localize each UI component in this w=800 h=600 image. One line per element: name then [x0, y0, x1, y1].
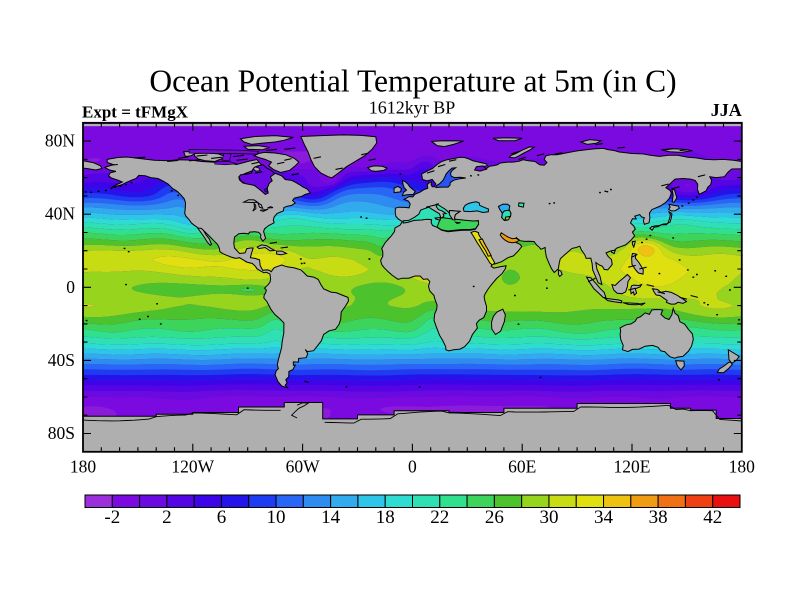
svg-text:34: 34: [594, 507, 614, 528]
svg-text:6: 6: [217, 507, 227, 528]
svg-text:14: 14: [321, 507, 341, 528]
svg-text:-2: -2: [104, 507, 120, 528]
svg-text:Ocean Potential Temperature at: Ocean Potential Temperature at 5m (in C): [149, 64, 676, 99]
svg-text:60W: 60W: [286, 456, 321, 476]
svg-text:120E: 120E: [614, 456, 651, 476]
svg-text:120W: 120W: [171, 456, 214, 476]
svg-text:30: 30: [540, 507, 559, 528]
svg-text:38: 38: [649, 507, 668, 528]
svg-text:60E: 60E: [508, 456, 536, 476]
svg-text:2: 2: [162, 507, 172, 528]
svg-text:18: 18: [376, 507, 395, 528]
svg-text:JJA: JJA: [711, 100, 742, 120]
svg-text:40N: 40N: [45, 204, 76, 224]
svg-text:Expt = tFMgX: Expt = tFMgX: [82, 103, 189, 122]
svg-text:40S: 40S: [48, 350, 75, 370]
svg-text:22: 22: [430, 507, 449, 528]
svg-text:80N: 80N: [45, 131, 76, 151]
svg-text:0: 0: [66, 277, 75, 297]
svg-text:42: 42: [703, 507, 722, 528]
svg-text:0: 0: [408, 456, 417, 476]
svg-text:1612kyr BP: 1612kyr BP: [369, 98, 456, 118]
svg-text:180: 180: [70, 456, 97, 476]
svg-text:26: 26: [485, 507, 504, 528]
svg-text:180: 180: [729, 456, 756, 476]
svg-text:10: 10: [267, 507, 286, 528]
svg-text:80S: 80S: [48, 423, 75, 443]
